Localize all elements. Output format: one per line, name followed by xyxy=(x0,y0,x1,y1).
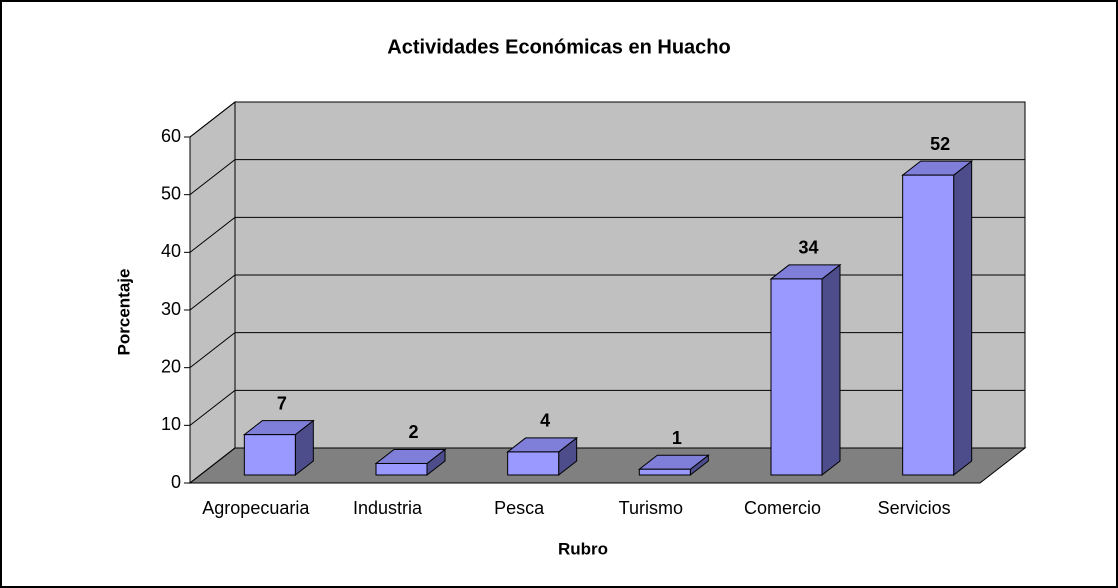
bar xyxy=(770,278,823,476)
bar-side xyxy=(953,160,973,477)
x-tick-label: Agropecuaria xyxy=(202,498,310,518)
x-tick-label: Pesca xyxy=(494,498,545,518)
y-tick-label: 20 xyxy=(161,356,181,376)
grid-line xyxy=(189,216,1025,253)
bar xyxy=(243,434,296,476)
value-label: 4 xyxy=(540,411,550,431)
grid-line xyxy=(189,447,1025,484)
bar xyxy=(902,174,955,476)
bar xyxy=(507,451,560,476)
x-tick-label: Servicios xyxy=(878,498,951,518)
y-tick-label: 10 xyxy=(161,414,181,434)
grid-line xyxy=(189,389,1025,426)
bar-side xyxy=(821,263,841,477)
x-tick-label: Industria xyxy=(353,498,423,518)
grid-line xyxy=(189,332,1025,369)
x-tick-label: Comercio xyxy=(744,498,821,518)
y-tick-label: 30 xyxy=(161,299,181,319)
floor xyxy=(188,447,1027,484)
grid-line xyxy=(189,274,1025,311)
chart-title: Actividades Económicas en Huacho xyxy=(387,36,730,58)
x-tick-label: Turismo xyxy=(619,498,683,518)
bar xyxy=(638,468,691,476)
y-tick-label: 0 xyxy=(171,472,181,492)
value-label: 1 xyxy=(672,428,682,448)
y-tick-label: 60 xyxy=(161,126,181,146)
value-label: 52 xyxy=(930,134,950,154)
y-tick-label: 40 xyxy=(161,241,181,261)
value-label: 2 xyxy=(408,422,418,442)
value-label: 34 xyxy=(798,238,818,258)
x-axis-label: Rubro xyxy=(558,539,608,558)
grid-line xyxy=(189,101,1025,138)
y-tick-label: 50 xyxy=(161,183,181,203)
bar xyxy=(375,462,428,476)
value-label: 7 xyxy=(277,393,287,413)
y-axis-label: Porcentaje xyxy=(114,269,133,356)
grid-line xyxy=(189,159,1025,196)
